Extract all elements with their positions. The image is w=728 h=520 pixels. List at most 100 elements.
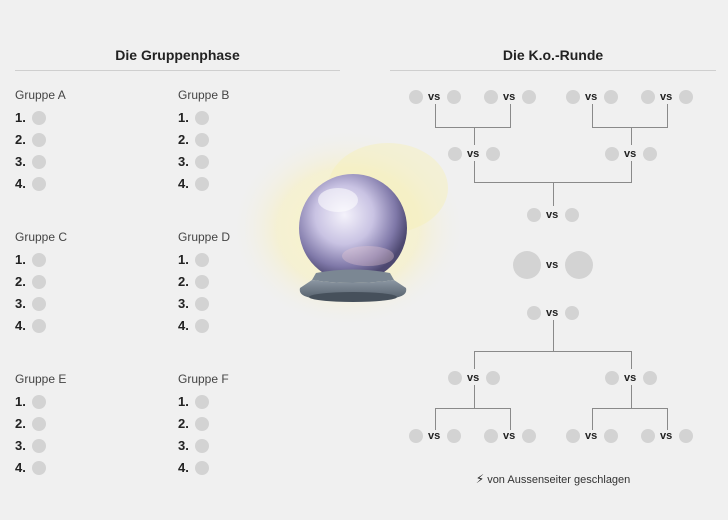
rank-number: 1. xyxy=(15,252,26,267)
group-slot: 2. xyxy=(178,413,318,435)
ko-team-slot[interactable] xyxy=(486,371,500,385)
group-e: Gruppe E 1. 2. 3. 4. xyxy=(15,371,155,479)
ko-team-slot[interactable] xyxy=(409,90,423,104)
team-slot-placeholder[interactable] xyxy=(195,417,209,431)
rank-number: 2. xyxy=(178,274,189,289)
team-slot-placeholder[interactable] xyxy=(195,253,209,267)
ko-team-slot[interactable] xyxy=(527,208,541,222)
team-slot-placeholder[interactable] xyxy=(32,461,46,475)
vs-label: vs xyxy=(428,91,441,103)
team-slot-placeholder[interactable] xyxy=(32,177,46,191)
team-slot-placeholder[interactable] xyxy=(195,155,209,169)
bracket-line xyxy=(510,408,511,430)
lightning-bolt-icon: ⚡ xyxy=(475,472,485,486)
ko-team-slot[interactable] xyxy=(484,429,498,443)
team-slot-placeholder[interactable] xyxy=(32,111,46,125)
rank-number: 1. xyxy=(178,110,189,125)
bracket-line xyxy=(631,161,632,183)
team-slot-placeholder[interactable] xyxy=(32,155,46,169)
group-slot: 2. xyxy=(178,271,318,293)
ko-team-slot[interactable] xyxy=(604,90,618,104)
ko-team-slot[interactable] xyxy=(447,429,461,443)
team-slot-placeholder[interactable] xyxy=(32,395,46,409)
ko-team-slot[interactable] xyxy=(565,208,579,222)
ko-team-slot[interactable] xyxy=(679,90,693,104)
ko-team-slot[interactable] xyxy=(448,147,462,161)
rank-number: 4. xyxy=(15,176,26,191)
group-slot: 1. xyxy=(15,391,155,413)
vs-label: vs xyxy=(660,91,673,103)
ko-team-slot[interactable] xyxy=(566,90,580,104)
rank-number: 1. xyxy=(15,110,26,125)
groups-heading: Die Gruppenphase xyxy=(115,47,240,63)
bracket-line xyxy=(592,408,593,430)
ko-team-slot[interactable] xyxy=(527,306,541,320)
ko-team-slot[interactable] xyxy=(566,429,580,443)
ko-team-slot[interactable] xyxy=(565,306,579,320)
team-slot-placeholder[interactable] xyxy=(32,253,46,267)
group-slot: 4. xyxy=(178,457,318,479)
ko-heading: Die K.o.-Runde xyxy=(502,47,604,63)
bracket-line xyxy=(474,161,475,183)
team-slot-placeholder[interactable] xyxy=(195,319,209,333)
team-slot-placeholder[interactable] xyxy=(195,275,209,289)
team-slot-placeholder[interactable] xyxy=(32,297,46,311)
ko-team-slot[interactable] xyxy=(641,90,655,104)
vs-label: vs xyxy=(428,430,441,442)
legend-text: von Aussenseiter geschlagen xyxy=(487,474,631,486)
team-slot-placeholder[interactable] xyxy=(195,177,209,191)
team-slot-placeholder[interactable] xyxy=(32,133,46,147)
ko-team-slot[interactable] xyxy=(484,90,498,104)
ko-team-slot[interactable] xyxy=(605,371,619,385)
rank-number: 2. xyxy=(178,416,189,431)
ko-team-slot[interactable] xyxy=(605,147,619,161)
group-d: Gruppe D 1. 2. 3. 4. xyxy=(178,229,318,337)
bracket-line xyxy=(592,104,593,128)
ko-team-slot[interactable] xyxy=(641,429,655,443)
team-slot-placeholder[interactable] xyxy=(195,461,209,475)
final-team-slot[interactable] xyxy=(565,251,593,279)
ko-team-slot[interactable] xyxy=(409,429,423,443)
ko-team-slot[interactable] xyxy=(522,429,536,443)
vs-label: vs xyxy=(585,430,598,442)
vs-label: vs xyxy=(467,148,480,160)
bracket-line xyxy=(435,127,511,128)
vs-label: vs xyxy=(660,430,673,442)
group-slot: 3. xyxy=(15,151,155,173)
group-b: Gruppe B 1. 2. 3. 4. xyxy=(178,87,318,195)
ko-team-slot[interactable] xyxy=(604,429,618,443)
group-slot: 4. xyxy=(178,173,318,195)
team-slot-placeholder[interactable] xyxy=(32,439,46,453)
rank-number: 4. xyxy=(15,318,26,333)
team-slot-placeholder[interactable] xyxy=(195,111,209,125)
team-slot-placeholder[interactable] xyxy=(195,133,209,147)
group-f: Gruppe F 1. 2. 3. 4. xyxy=(178,371,318,479)
ko-team-slot[interactable] xyxy=(486,147,500,161)
rank-number: 3. xyxy=(178,296,189,311)
ko-team-slot[interactable] xyxy=(522,90,536,104)
ko-team-slot[interactable] xyxy=(448,371,462,385)
crystal-ball-illustration xyxy=(230,128,466,328)
stand-bottom xyxy=(309,292,397,302)
rank-number: 1. xyxy=(178,394,189,409)
bracket-line xyxy=(667,104,668,128)
ko-team-slot[interactable] xyxy=(643,371,657,385)
group-slot: 1. xyxy=(15,249,155,271)
team-slot-placeholder[interactable] xyxy=(195,297,209,311)
group-slot: 2. xyxy=(15,129,155,151)
final-team-slot[interactable] xyxy=(513,251,541,279)
rank-number: 4. xyxy=(178,176,189,191)
team-slot-placeholder[interactable] xyxy=(32,417,46,431)
team-slot-placeholder[interactable] xyxy=(32,275,46,289)
group-slot: 2. xyxy=(15,271,155,293)
team-slot-placeholder[interactable] xyxy=(195,395,209,409)
ko-team-slot[interactable] xyxy=(447,90,461,104)
team-slot-placeholder[interactable] xyxy=(32,319,46,333)
group-slot: 3. xyxy=(15,293,155,315)
ko-team-slot[interactable] xyxy=(643,147,657,161)
group-slot: 1. xyxy=(178,249,318,271)
group-title: Gruppe B xyxy=(178,88,230,102)
group-slot: 2. xyxy=(15,413,155,435)
team-slot-placeholder[interactable] xyxy=(195,439,209,453)
ko-team-slot[interactable] xyxy=(679,429,693,443)
